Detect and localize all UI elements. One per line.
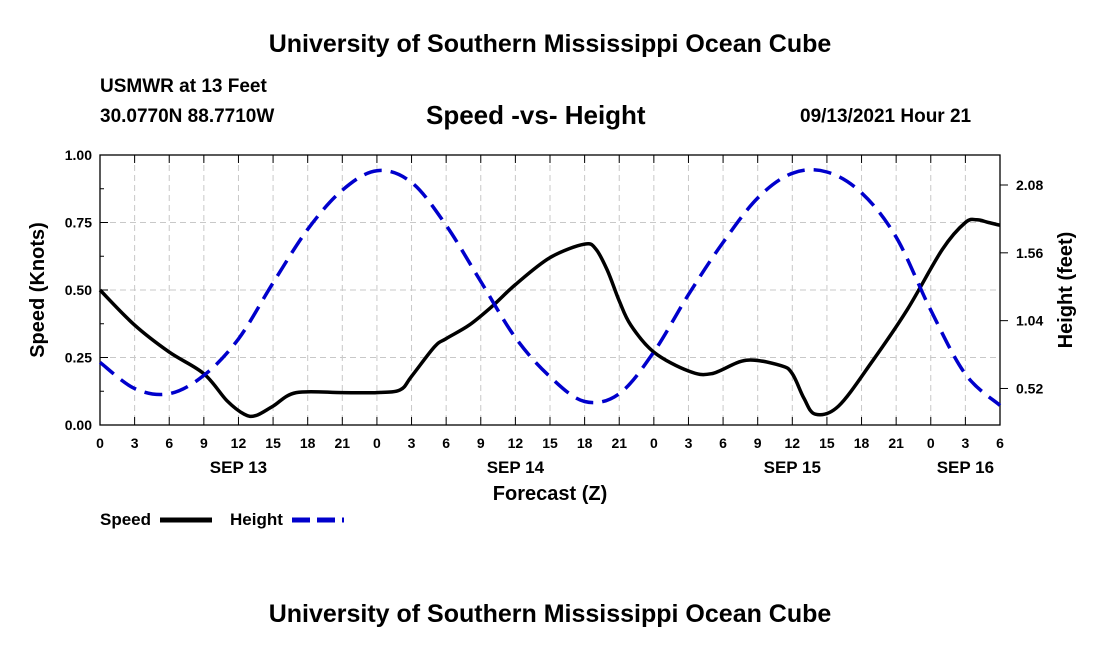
y-tick-label: 0.50 bbox=[65, 282, 92, 298]
x-tick-label: 12 bbox=[231, 435, 247, 451]
x-tick-label: 3 bbox=[961, 435, 969, 451]
station-name: USMWR at 13 Feet bbox=[100, 76, 267, 97]
x-tick-label: 3 bbox=[408, 435, 416, 451]
x-tick-label: 6 bbox=[719, 435, 727, 451]
x-tick-label: 21 bbox=[611, 435, 627, 451]
grid-lines bbox=[100, 155, 1000, 425]
x-tick-label: 6 bbox=[442, 435, 450, 451]
x-tick-label: 21 bbox=[335, 435, 351, 451]
date-label: SEP 15 bbox=[764, 458, 821, 477]
x-tick-label: 15 bbox=[265, 435, 281, 451]
y2-axis-title: Height (feet) bbox=[1055, 232, 1077, 349]
series-lines bbox=[98, 168, 1002, 419]
y-tick-label: 0.25 bbox=[65, 350, 92, 366]
x-tick-label: 18 bbox=[577, 435, 593, 451]
y2-tick-label: 1.56 bbox=[1016, 245, 1043, 261]
y-axis-title: Speed (Knots) bbox=[27, 222, 49, 358]
x-tick-label: 21 bbox=[888, 435, 904, 451]
x-tick-label: 9 bbox=[477, 435, 485, 451]
x-tick-label: 0 bbox=[373, 435, 381, 451]
x-tick-label: 18 bbox=[854, 435, 870, 451]
x-tick-label: 3 bbox=[685, 435, 693, 451]
legend: Speed Height bbox=[100, 510, 344, 529]
x-tick-label: 9 bbox=[200, 435, 208, 451]
y-tick-label: 1.00 bbox=[65, 147, 92, 163]
y-tick-label: 0.00 bbox=[65, 417, 92, 433]
station-coordinates: 30.0770N 88.7710W bbox=[100, 106, 275, 127]
x-axis-title: Forecast (Z) bbox=[493, 483, 607, 505]
series-line-speed bbox=[98, 217, 1001, 419]
date-label: SEP 16 bbox=[937, 458, 994, 477]
x-tick-label: 9 bbox=[754, 435, 762, 451]
x-tick-label: 18 bbox=[300, 435, 316, 451]
x-tick-label: 12 bbox=[785, 435, 801, 451]
y2-tick-label: 0.52 bbox=[1016, 380, 1043, 396]
axis-labels: 0 3 6 9 12 15 18 21 0 3 6 9 12 15 18 21 0 3 6 9 12 15 18 21 0 3 6 0… bbox=[65, 147, 1044, 477]
date-label: SEP 14 bbox=[487, 458, 545, 477]
legend-label-speed: Speed bbox=[100, 510, 151, 529]
forecast-timestamp: 09/13/2021 Hour 21 bbox=[800, 106, 972, 127]
x-tick-label: 3 bbox=[131, 435, 139, 451]
x-tick-label: 0 bbox=[927, 435, 935, 451]
series-line-height bbox=[98, 168, 1002, 407]
x-tick-label: 12 bbox=[508, 435, 524, 451]
y2-tick-label: 2.08 bbox=[1016, 177, 1043, 193]
y2-tick-label: 1.04 bbox=[1016, 313, 1043, 329]
y-tick-label: 0.75 bbox=[65, 215, 92, 231]
x-tick-label: 6 bbox=[165, 435, 173, 451]
date-label: SEP 13 bbox=[210, 458, 267, 477]
x-tick-label: 0 bbox=[96, 435, 104, 451]
footer-title: University of Southern Mississippi Ocean… bbox=[268, 600, 832, 628]
x-tick-label: 15 bbox=[542, 435, 558, 451]
x-tick-label: 0 bbox=[650, 435, 658, 451]
legend-label-height: Height bbox=[230, 510, 283, 529]
x-tick-label: 6 bbox=[996, 435, 1004, 451]
chart-subtitle: Speed -vs- Height bbox=[426, 100, 646, 130]
axis-ticks bbox=[99, 154, 1008, 426]
page-title: University of Southern Mississippi Ocean… bbox=[268, 30, 832, 58]
x-tick-label: 15 bbox=[819, 435, 835, 451]
